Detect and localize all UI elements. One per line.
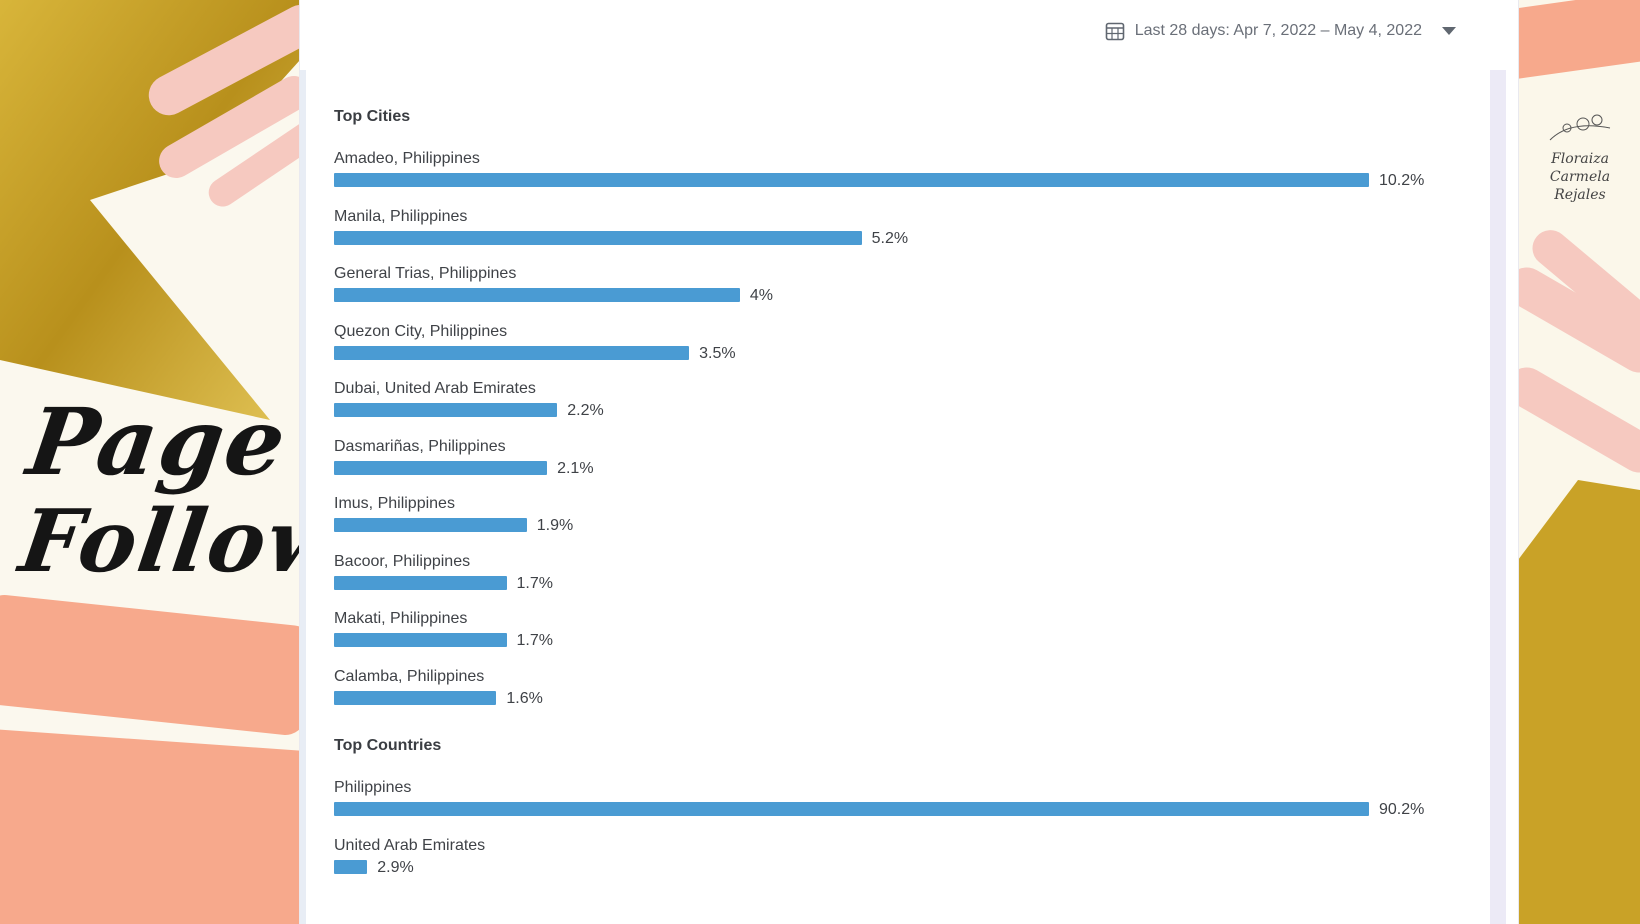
bar xyxy=(334,460,548,475)
bar-track xyxy=(334,230,1419,245)
bar xyxy=(334,859,368,874)
bar-category-label: Calamba, Philippines xyxy=(334,667,485,685)
bar-category-label: General Trias, Philippines xyxy=(334,265,517,282)
bar xyxy=(334,403,558,417)
bar xyxy=(334,173,1369,187)
bar-row: Amadeo, Philippines 10.2% xyxy=(334,150,1454,208)
calendar-icon xyxy=(1105,21,1125,41)
bar-value-label: 2.2% xyxy=(567,402,604,419)
peach-brush-decoration xyxy=(0,728,300,924)
top-cities-chart: Amadeo, Philippines 10.2% Manila, Philippi… xyxy=(334,150,1454,725)
bar-row: Manila, Philippines 5.2% xyxy=(334,208,1454,266)
bar-row: Imus, Philippines 1.9% xyxy=(334,495,1454,553)
bar-value-label: 2.9% xyxy=(377,858,414,876)
gold-brush-decoration xyxy=(0,0,300,420)
bar-row: Philippines 90.2% xyxy=(334,779,1454,837)
bar-value-label: 5.2% xyxy=(871,229,909,247)
card-divider xyxy=(300,70,306,924)
insights-card: Last 28 days: Apr 7, 2022 – May 4, 2022 … xyxy=(300,0,1518,924)
scrollbar[interactable] xyxy=(1490,70,1506,924)
bar-category-label: Imus, Philippines xyxy=(334,495,455,512)
bar-row: United Arab Emirates 2.9% xyxy=(334,837,1454,895)
watermark-line1: Floraiza xyxy=(1551,151,1609,167)
bar xyxy=(334,345,690,360)
bar-category-label: Manila, Philippines xyxy=(334,207,468,225)
bar-category-label: Amadeo, Philippines xyxy=(334,150,480,167)
bar-value-label: 1.9% xyxy=(536,517,574,534)
bar-value-label: 1.6% xyxy=(506,689,543,707)
bar-category-label: Quezon City, Philippines xyxy=(334,322,508,340)
bar-category-label: Philippines xyxy=(334,779,412,796)
date-range-selector[interactable]: Last 28 days: Apr 7, 2022 – May 4, 2022 xyxy=(1105,18,1456,44)
bar-track xyxy=(334,518,1419,532)
bar-category-label: Dasmariñas, Philippines xyxy=(334,437,506,455)
gold-brush-decoration xyxy=(1518,480,1640,924)
bar-category-label: Makati, Philippines xyxy=(334,610,468,627)
bar-track xyxy=(334,460,1419,475)
bar-row: Bacoor, Philippines 1.7% xyxy=(334,553,1454,611)
bar-value-label: 4% xyxy=(749,287,773,304)
watermark-line3: Rejales xyxy=(1554,187,1606,203)
slide-title-line2: Followers xyxy=(13,491,300,592)
bar-row: Dasmariñas, Philippines 2.1% xyxy=(334,438,1454,496)
bar-row: General Trias, Philippines 4% xyxy=(334,265,1454,323)
watermark-line2: Carmela xyxy=(1549,169,1611,185)
bar-category-label: Dubai, United Arab Emirates xyxy=(334,380,536,397)
bar-value-label: 1.7% xyxy=(516,574,553,592)
bar-row: Dubai, United Arab Emirates 2.2% xyxy=(334,380,1454,438)
bar xyxy=(334,690,497,705)
bar-track xyxy=(334,403,1419,417)
bar-track xyxy=(334,859,1419,874)
bar-row: Makati, Philippines 1.7% xyxy=(334,610,1454,668)
pink-brush-decoration xyxy=(1518,360,1640,480)
bar-track xyxy=(334,575,1419,590)
bar xyxy=(334,230,862,245)
right-decor-panel: Floraiza Carmela Rejales xyxy=(1518,0,1640,924)
bar-value-label: 1.7% xyxy=(516,632,553,649)
chevron-down-icon[interactable] xyxy=(1442,27,1456,35)
top-cities-title: Top Cities xyxy=(334,108,411,125)
bar-track xyxy=(334,288,1419,302)
date-range-label: Last 28 days: Apr 7, 2022 – May 4, 2022 xyxy=(1134,22,1422,39)
bar-value-label: 10.2% xyxy=(1379,172,1425,189)
peach-brush-decoration xyxy=(1518,0,1640,80)
bar xyxy=(334,633,507,647)
top-countries-title: Top Countries xyxy=(334,737,442,754)
top-countries-chart: Philippines 90.2% United Arab Emirates 2.9% xyxy=(334,779,1454,894)
watermark-signature: Floraiza Carmela Rejales xyxy=(1532,110,1628,204)
bar-row: Calamba, Philippines 1.6% xyxy=(334,668,1454,726)
peach-brush-decoration xyxy=(0,593,300,737)
bar-category-label: United Arab Emirates xyxy=(334,836,486,854)
bar-track xyxy=(334,345,1419,360)
bar xyxy=(334,575,507,590)
slide-title: Page Followers xyxy=(8,388,300,592)
bar xyxy=(334,802,1369,816)
bar-track xyxy=(334,802,1419,816)
bar-value-label: 3.5% xyxy=(699,344,736,362)
bar-track xyxy=(334,173,1419,187)
bar-value-label: 2.1% xyxy=(557,459,594,477)
bar-track xyxy=(334,690,1419,705)
left-decor-panel: Page Followers xyxy=(0,0,300,924)
flower-icon xyxy=(1549,114,1611,141)
bar-category-label: Bacoor, Philippines xyxy=(334,552,471,570)
bar-track xyxy=(334,633,1419,647)
slide-title-line1: Page xyxy=(21,388,294,496)
bar-value-label: 90.2% xyxy=(1379,801,1425,818)
bar-row: Quezon City, Philippines 3.5% xyxy=(334,323,1454,381)
bar xyxy=(334,518,527,532)
bar xyxy=(334,288,740,302)
